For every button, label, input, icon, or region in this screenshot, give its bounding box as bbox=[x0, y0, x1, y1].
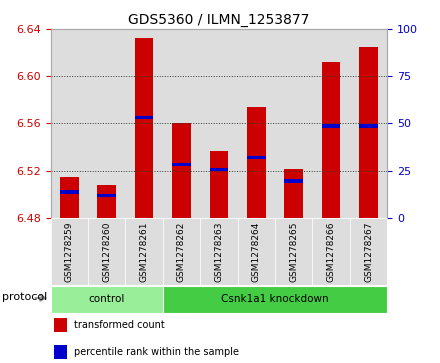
Bar bbox=[163, 286, 387, 313]
Text: GSM1278259: GSM1278259 bbox=[65, 221, 74, 282]
Bar bbox=[209, 168, 228, 171]
Bar bbox=[163, 218, 200, 285]
Bar bbox=[97, 185, 116, 218]
Bar bbox=[359, 47, 378, 218]
Bar bbox=[275, 29, 312, 218]
Bar bbox=[125, 29, 163, 218]
Text: GSM1278261: GSM1278261 bbox=[139, 221, 149, 282]
Bar bbox=[60, 190, 79, 193]
Bar bbox=[163, 29, 200, 218]
Bar bbox=[238, 218, 275, 285]
Text: GSM1278264: GSM1278264 bbox=[252, 221, 261, 282]
Bar bbox=[51, 218, 88, 285]
Bar bbox=[54, 318, 67, 332]
Text: control: control bbox=[88, 294, 125, 305]
Text: Csnk1a1 knockdown: Csnk1a1 knockdown bbox=[221, 294, 329, 305]
Bar bbox=[275, 218, 312, 285]
Bar bbox=[284, 179, 303, 183]
Bar bbox=[88, 29, 125, 218]
Bar bbox=[247, 107, 266, 218]
Bar bbox=[312, 218, 350, 285]
Text: protocol: protocol bbox=[2, 291, 48, 302]
Bar bbox=[284, 170, 303, 218]
Bar bbox=[247, 156, 266, 159]
Bar bbox=[125, 218, 163, 285]
Bar bbox=[51, 286, 163, 313]
Bar bbox=[350, 218, 387, 285]
Bar bbox=[238, 29, 275, 218]
Bar bbox=[135, 116, 154, 119]
Text: GSM1278262: GSM1278262 bbox=[177, 221, 186, 282]
Text: GSM1278265: GSM1278265 bbox=[289, 221, 298, 282]
Bar bbox=[88, 218, 125, 285]
Bar bbox=[60, 176, 79, 218]
Bar bbox=[172, 123, 191, 218]
Title: GDS5360 / ILMN_1253877: GDS5360 / ILMN_1253877 bbox=[128, 13, 310, 26]
Bar bbox=[172, 163, 191, 167]
Text: GSM1278263: GSM1278263 bbox=[214, 221, 224, 282]
Text: transformed count: transformed count bbox=[74, 320, 165, 330]
Text: GSM1278267: GSM1278267 bbox=[364, 221, 373, 282]
Bar bbox=[322, 124, 341, 127]
Bar bbox=[97, 193, 116, 197]
Bar bbox=[135, 38, 154, 218]
Bar bbox=[51, 29, 88, 218]
Bar bbox=[200, 29, 238, 218]
Bar bbox=[200, 218, 238, 285]
Text: GSM1278266: GSM1278266 bbox=[326, 221, 336, 282]
Bar bbox=[54, 345, 67, 359]
Bar bbox=[350, 29, 387, 218]
Bar bbox=[312, 29, 350, 218]
Bar bbox=[359, 124, 378, 127]
Text: percentile rank within the sample: percentile rank within the sample bbox=[74, 347, 239, 357]
Text: GSM1278260: GSM1278260 bbox=[102, 221, 111, 282]
Bar bbox=[322, 62, 341, 218]
Bar bbox=[209, 151, 228, 218]
